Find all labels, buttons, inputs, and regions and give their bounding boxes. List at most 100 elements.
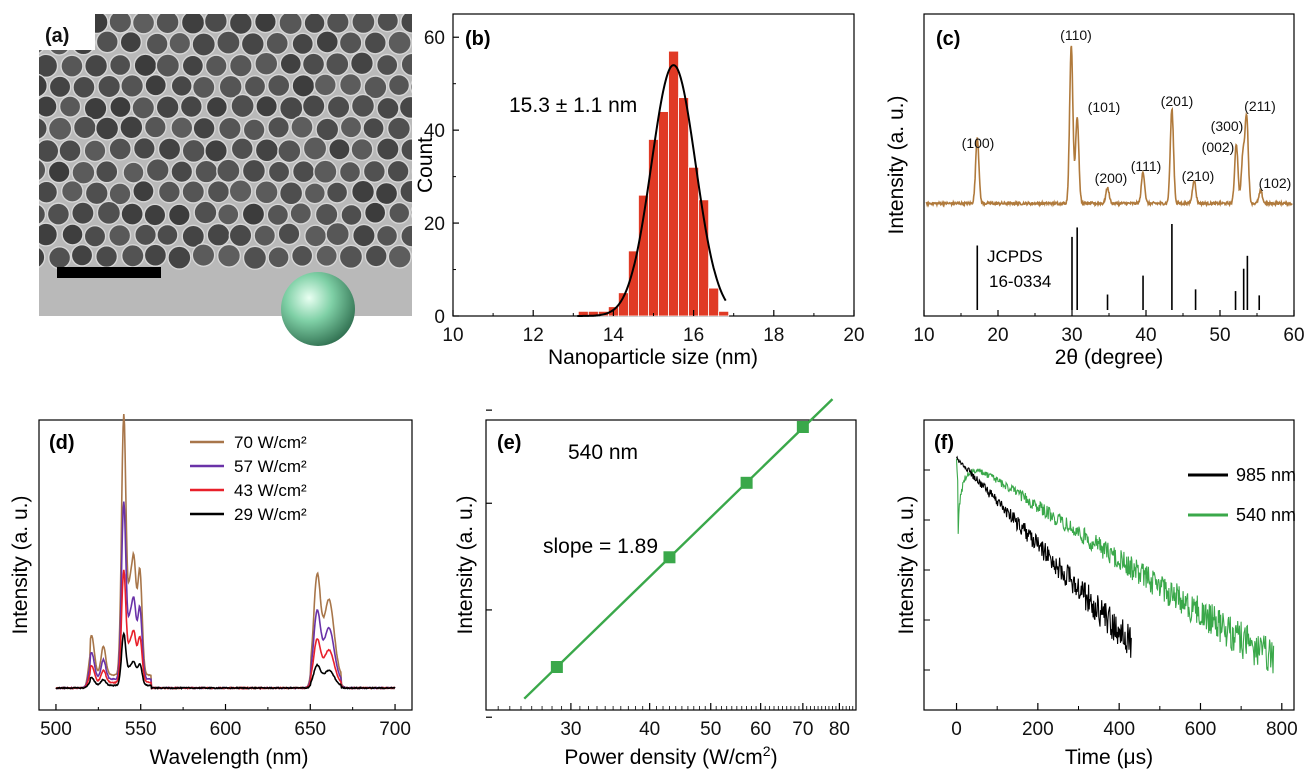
legend-label: 43 W/cm² xyxy=(234,481,307,500)
nanoparticle xyxy=(253,14,277,34)
nanoparticle xyxy=(374,181,399,206)
nanoparticle xyxy=(437,161,459,183)
histogram-bar xyxy=(678,97,689,317)
panel-d-axes: 500 550 600 650 700 xyxy=(40,704,411,740)
x-tick-label: 14 xyxy=(603,325,625,346)
panel-e-axes: 30 40 50 60 70 80 xyxy=(486,409,854,740)
power-data-points xyxy=(550,421,809,673)
nanoparticle xyxy=(292,0,313,12)
nanoparticle xyxy=(179,95,203,119)
nanoparticle xyxy=(10,137,33,160)
nanoparticle xyxy=(71,160,96,185)
panel-f-ylabel: Intensity (a. u.) xyxy=(895,496,918,635)
nanoparticle xyxy=(325,14,350,35)
nanoparticle xyxy=(143,203,167,227)
nanoparticle xyxy=(277,138,302,164)
nanoparticle xyxy=(145,158,170,183)
xrd-pattern-line xyxy=(925,45,1293,208)
nanoparticle xyxy=(157,137,182,161)
nanoparticle xyxy=(228,179,253,204)
nanoparticle xyxy=(191,243,216,267)
nanoparticle xyxy=(181,180,206,204)
nanoparticle xyxy=(363,75,388,100)
x-tick-label: 50 xyxy=(1209,325,1230,346)
panel-f-axes: 0 200 400 600 800 xyxy=(924,469,1298,740)
panel-e-frame xyxy=(485,419,857,711)
nanoparticle xyxy=(291,159,316,184)
nanoparticle xyxy=(98,0,119,10)
nanoparticle xyxy=(24,0,47,12)
data-point xyxy=(740,476,753,489)
sphere-model-icon xyxy=(281,272,355,346)
nanoparticle xyxy=(60,54,84,78)
x-tick-label: 50 xyxy=(700,719,721,740)
peak-label: (211) xyxy=(1244,98,1276,114)
nanoparticle xyxy=(83,96,108,121)
x-tick-label: 800 xyxy=(1266,719,1298,740)
x-tick-label: 60 xyxy=(750,719,771,740)
nanoparticle xyxy=(170,160,194,184)
nanoparticle xyxy=(340,203,363,227)
nanoparticle xyxy=(315,244,338,268)
nanoparticle xyxy=(143,115,167,139)
x-tick-label: 400 xyxy=(1103,719,1135,740)
nanoparticle xyxy=(12,97,33,118)
peak-label: (201) xyxy=(1161,93,1194,109)
nanoparticle xyxy=(364,244,388,268)
x-tick-label: 60 xyxy=(1283,325,1304,346)
nanoparticle xyxy=(156,223,179,247)
nanoparticle xyxy=(39,158,47,182)
spectrum-line xyxy=(55,631,396,690)
x-tick-label: 10 xyxy=(442,325,463,346)
nanoparticle xyxy=(72,115,97,140)
panel-d: 70 W/cm² 57 W/cm² 43 W/cm² 29 W/cm² 500 550 6… xyxy=(9,413,413,769)
nanoparticle xyxy=(228,223,253,248)
nanoparticle xyxy=(170,74,193,98)
nanoparticle xyxy=(277,222,301,246)
panel-f: 985 nm 540 nm 0 200 400 600 800 (f) Time (μs)… xyxy=(895,419,1298,769)
nanoparticle xyxy=(12,12,34,34)
nanoparticle xyxy=(120,73,145,98)
nanoparticle xyxy=(267,115,290,139)
histogram-bar xyxy=(668,50,679,317)
peak-label: (300) xyxy=(1211,118,1244,134)
histogram-bar xyxy=(718,310,730,317)
nanoparticle xyxy=(216,30,241,55)
nanoparticle xyxy=(400,14,412,34)
nanoparticle xyxy=(144,73,168,97)
nanoparticle xyxy=(206,222,231,247)
nanoparticle xyxy=(399,179,412,204)
nanoparticle xyxy=(424,52,446,74)
nanoparticle xyxy=(315,117,340,142)
nanoparticle xyxy=(301,52,326,76)
nanoparticle xyxy=(338,160,362,184)
nanoparticle xyxy=(351,14,376,35)
panel-e-ylabel: Intensity (a. u.) xyxy=(454,496,477,635)
nanoparticle xyxy=(132,180,155,203)
nanoparticle xyxy=(157,180,181,204)
nanoparticle xyxy=(217,203,240,226)
nanoparticle xyxy=(95,116,120,141)
nanoparticle xyxy=(120,0,143,13)
panel-b-axes: 10 12 14 16 18 20 0 20 40 60 xyxy=(424,28,865,346)
nanoparticle xyxy=(180,14,206,35)
panel-a-tag: (a) xyxy=(45,25,69,47)
nanoparticle xyxy=(350,179,376,204)
nanoparticle xyxy=(48,246,72,270)
nanoparticle xyxy=(134,223,157,247)
legend-label: 540 nm xyxy=(1236,505,1296,525)
nanoparticle xyxy=(95,160,119,184)
nanoparticle xyxy=(254,138,280,163)
panel-c-ylabel: Intensity (a. u.) xyxy=(885,96,908,235)
nanoparticle xyxy=(119,115,144,140)
x-tick-label: 16 xyxy=(683,325,704,346)
panel-d-xlabel: Wavelength (nm) xyxy=(149,746,308,769)
nanoparticle xyxy=(194,0,215,11)
nanoparticle xyxy=(95,30,119,54)
panel-e-tag: (e) xyxy=(497,432,521,454)
nanoparticle xyxy=(12,223,35,246)
nanoparticle xyxy=(386,116,412,141)
nanoparticle xyxy=(108,14,133,34)
nanoparticle xyxy=(387,244,412,269)
nanoparticle xyxy=(338,72,363,97)
